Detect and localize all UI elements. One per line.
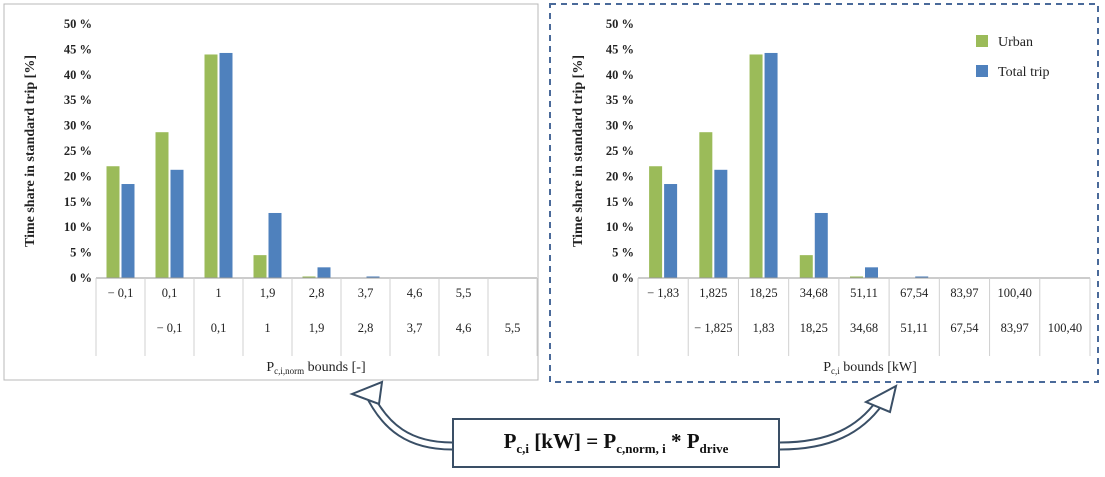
upper-bound-label: 0,1 — [162, 286, 178, 300]
y-tick-label: 50 % — [606, 17, 634, 31]
upper-bound-label: 4,6 — [407, 286, 423, 300]
y-tick-label: 25 % — [606, 144, 634, 158]
y-tick-label: 5 % — [612, 246, 634, 260]
right-panel-border — [549, 3, 1099, 383]
bar-total-trip — [366, 276, 380, 278]
bar-total-trip — [219, 52, 233, 279]
lower-bound-label: 3,7 — [407, 321, 423, 335]
y-tick-label: 10 % — [64, 220, 92, 234]
y-tick-label: 15 % — [606, 195, 634, 209]
upper-bound-label: − 0,1 — [108, 286, 134, 300]
power-formula: Pc,i [kW] = Pc,norm, i * Pdrive — [452, 418, 780, 468]
y-tick-label: 40 % — [64, 68, 92, 82]
upper-bound-label: 67,54 — [900, 286, 929, 300]
legend-swatch-total-trip — [976, 65, 988, 77]
bar-total-trip — [170, 169, 184, 278]
lower-bound-label: 1,83 — [753, 321, 775, 335]
y-tick-label: 30 % — [64, 119, 92, 133]
lower-bound-label: − 1,825 — [694, 321, 732, 335]
lower-bound-label: 4,6 — [456, 321, 472, 335]
upper-bound-label: 1,9 — [260, 286, 276, 300]
upper-bound-label: − 1,83 — [647, 286, 679, 300]
lower-bound-label: 1 — [264, 321, 270, 335]
y-tick-label: 10 % — [606, 220, 634, 234]
bar-total-trip — [814, 212, 828, 278]
legend-label-total-trip: Total trip — [998, 65, 1050, 80]
bar-total-trip — [317, 267, 331, 278]
formula-lhs: Pc,i [kW] = — [503, 428, 604, 457]
bar-urban — [204, 54, 218, 279]
bar-urban — [749, 54, 763, 279]
lower-bound-label: − 0,1 — [157, 321, 183, 335]
bar-total-trip — [121, 184, 135, 278]
bar-total-trip — [714, 169, 728, 278]
lower-bound-label: 18,25 — [800, 321, 828, 335]
bar-urban — [106, 166, 120, 278]
bar-urban — [155, 132, 169, 278]
x-axis-title: Pc,i bounds [kW] — [823, 360, 917, 376]
y-tick-label: 45 % — [64, 42, 92, 56]
y-tick-label: 15 % — [64, 195, 92, 209]
upper-bound-label: 83,97 — [950, 286, 978, 300]
y-tick-label: 25 % — [64, 144, 92, 158]
lower-bound-label: 100,40 — [1048, 321, 1082, 335]
upper-bound-label: 34,68 — [800, 286, 828, 300]
upper-bound-label: 1 — [215, 286, 221, 300]
lower-bound-label: 83,97 — [1001, 321, 1029, 335]
bar-total-trip — [268, 212, 282, 278]
upper-bound-label: 3,7 — [358, 286, 374, 300]
y-tick-label: 20 % — [64, 169, 92, 183]
lower-bound-label: 67,54 — [950, 321, 979, 335]
y-axis-title: Time share in standard trip [%] — [23, 55, 38, 247]
left-panel-border — [3, 3, 539, 381]
chart-right: 0 % 5 % 10 % 15 % 20 % 25 % 30 % 35 % 40 % 45 % 50… — [571, 17, 1091, 376]
y-tick-label: 45 % — [606, 42, 634, 56]
lower-bound-label: 5,5 — [505, 321, 521, 335]
upper-bound-label: 5,5 — [456, 286, 472, 300]
y-tick-label: 35 % — [64, 93, 92, 107]
bar-urban — [649, 166, 663, 278]
legend-swatch-urban — [976, 35, 988, 47]
bar-urban — [253, 255, 267, 278]
y-tick-label: 0 % — [70, 271, 92, 285]
y-tick-label: 20 % — [606, 169, 634, 183]
upper-bound-label: 51,11 — [850, 286, 878, 300]
lower-bound-label: 0,1 — [211, 321, 227, 335]
upper-bound-label: 18,25 — [749, 286, 777, 300]
y-axis-title: Time share in standard trip [%] — [571, 55, 586, 247]
y-tick-label: 5 % — [70, 246, 92, 260]
upper-bound-label: 2,8 — [309, 286, 325, 300]
upper-bound-label: 100,40 — [997, 286, 1031, 300]
y-tick-label: 50 % — [64, 17, 92, 31]
bar-total-trip — [664, 184, 678, 278]
upper-bound-label: 1,825 — [699, 286, 727, 300]
bar-total-trip — [764, 52, 778, 279]
bar-urban — [302, 276, 316, 278]
left-curved-arrow — [349, 380, 453, 451]
bar-total-trip — [865, 267, 878, 278]
y-tick-label: 30 % — [606, 119, 634, 133]
bar-urban — [850, 276, 863, 278]
lower-bound-label: 1,9 — [309, 321, 325, 335]
bar-urban — [699, 132, 713, 278]
right-curved-arrow — [779, 384, 898, 451]
legend-label-urban: Urban — [998, 35, 1033, 50]
lower-bound-label: 51,11 — [900, 321, 928, 335]
y-tick-label: 40 % — [606, 68, 634, 82]
y-tick-label: 0 % — [612, 271, 634, 285]
bar-urban — [799, 255, 813, 278]
y-tick-label: 35 % — [606, 93, 634, 107]
lower-bound-label: 34,68 — [850, 321, 878, 335]
lower-bound-label: 2,8 — [358, 321, 374, 335]
bar-total-trip — [915, 276, 929, 278]
formula-rhs: Pc,norm, i * Pdrive — [603, 428, 729, 457]
x-axis-title: Pc,i,norm bounds [-] — [266, 360, 365, 376]
chart-left: 0 % 5 % 10 % 15 % 20 % 25 % 30 % 35 % 40 % 45 % 50… — [23, 17, 538, 376]
